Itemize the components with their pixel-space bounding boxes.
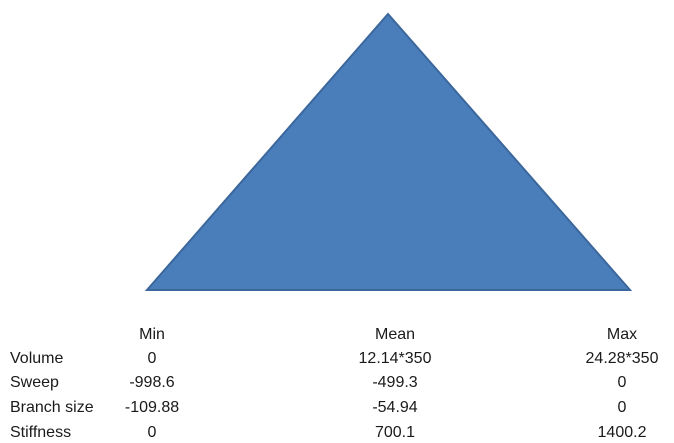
header-min: Min [139,326,165,343]
stiffness-max: 1400.2 [597,424,647,441]
row-label-stiffness: Stiffness [10,424,72,441]
row-label-branch-size: Branch size [10,399,94,416]
branch-size-min: -109.88 [124,399,180,416]
header-mean: Mean [374,326,416,343]
header-max: Max [606,326,638,343]
branch-size-max: 0 [617,399,627,416]
stiffness-min: 0 [147,424,157,441]
row-label-sweep: Sweep [10,374,59,391]
stiffness-mean: 700.1 [374,424,416,441]
branch-size-mean: -54.94 [372,399,418,416]
sweep-mean: -499.3 [372,374,418,391]
sweep-max: 0 [617,374,627,391]
volume-max: 24.28*350 [585,350,659,367]
volume-mean: 12.14*350 [358,350,432,367]
sweep-min: -998.6 [129,374,175,391]
triangle-shape [144,12,633,291]
volume-min: 0 [147,350,157,367]
triangle-diagram [144,12,633,291]
row-label-volume: Volume [10,350,64,367]
